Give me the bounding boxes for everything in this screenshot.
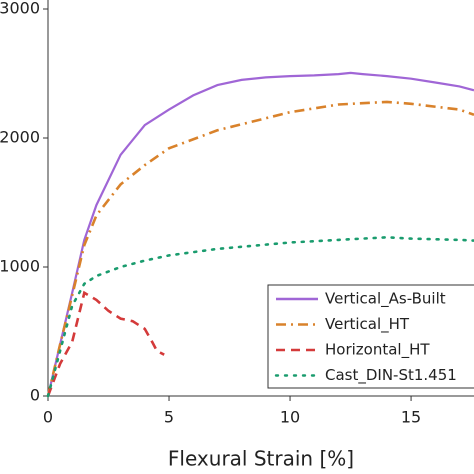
series-line — [46, 290, 165, 397]
y-tick-label: 0 — [30, 386, 40, 405]
series-line — [46, 100, 474, 397]
y-tick-label: 1000 — [0, 257, 40, 276]
legend-label: Cast_DIN-St1.451 — [325, 366, 457, 385]
x-tick-label: 10 — [280, 408, 300, 427]
x-tick-label: 15 — [401, 408, 421, 427]
y-tick-label: 2000 — [0, 128, 40, 147]
series-line — [46, 235, 474, 398]
legend-label: Vertical_HT — [325, 315, 410, 334]
legend-box — [267, 284, 474, 389]
legend-label: Vertical_As-Built — [325, 290, 446, 309]
x-tick-label: 0 — [43, 408, 53, 427]
legend-label: Horizontal_HT — [325, 341, 430, 360]
series-line — [46, 71, 474, 397]
x-tick-label: 5 — [164, 408, 174, 427]
x-axis-label: Flexural Strain [%] — [168, 447, 354, 471]
y-tick-label: 3000 — [0, 0, 40, 18]
